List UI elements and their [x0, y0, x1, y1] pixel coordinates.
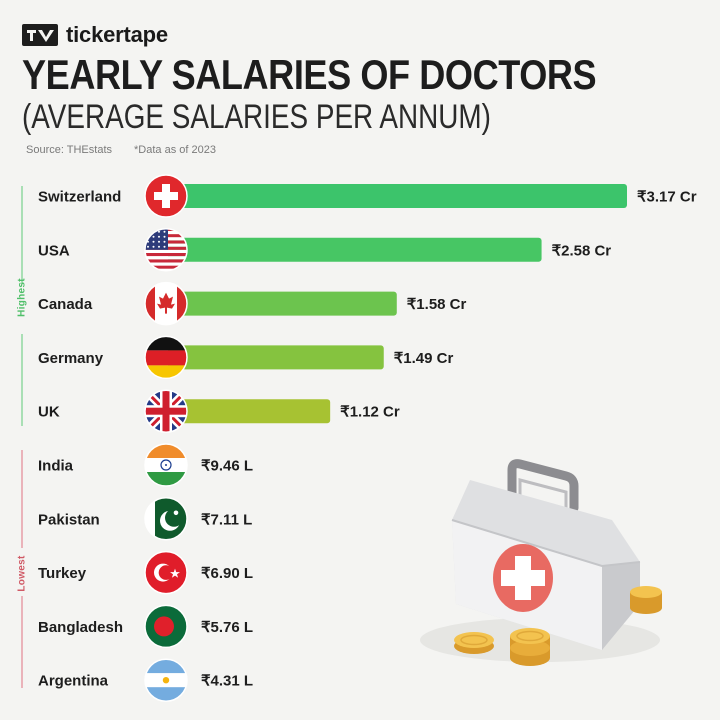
brand-name: tickertape [66, 22, 168, 47]
category-label: Germany [38, 350, 104, 367]
coin-stack-icon [454, 586, 662, 666]
data-note: *Data as of 2023 [134, 144, 216, 156]
bar-uk [168, 399, 331, 424]
category-label: Pakistan [38, 511, 100, 528]
page-subtitle: (AVERAGE SALARIES PER ANNUM) [22, 98, 491, 136]
value-label: ₹2.58 Cr [552, 242, 612, 259]
canada-flag-icon [144, 281, 188, 326]
value-label: ₹1.49 Cr [394, 350, 454, 367]
india-flag-icon [144, 443, 188, 487]
tickertape-logo-icon [22, 24, 58, 46]
category-label: India [38, 458, 74, 475]
category-label: Argentina [38, 673, 109, 690]
category-label: USA [38, 242, 70, 259]
value-label: ₹9.46 L [201, 458, 253, 475]
category-label: UK [38, 404, 60, 421]
bar-usa [168, 237, 542, 262]
highest-label-gap [17, 284, 27, 334]
lowest-label-gap [17, 548, 27, 596]
switzerland-flag-icon [144, 174, 188, 218]
page-title: YEARLY SALARIES OF DOCTORS [22, 51, 597, 98]
value-label: ₹3.17 Cr [637, 189, 697, 206]
turkey-flag-icon [144, 550, 188, 595]
pakistan-flag-icon [144, 497, 188, 541]
source-text: Source: THEstats [26, 144, 112, 156]
bar-switzerland [168, 184, 627, 208]
value-label: ₹1.12 Cr [340, 404, 400, 421]
category-label: Switzerland [38, 189, 121, 206]
category-label: Turkey [38, 565, 87, 582]
source-line: Source: THEstats *Data as of 2023 [26, 144, 216, 156]
bar-canada [168, 291, 397, 316]
brand: tickertape [22, 22, 168, 48]
argentina-flag-icon [144, 658, 188, 702]
value-label: ₹4.31 L [201, 673, 253, 690]
category-label: Canada [38, 296, 93, 313]
usa-flag-icon [144, 228, 188, 272]
germany-flag-icon [144, 335, 188, 380]
value-label: ₹1.58 Cr [407, 296, 467, 313]
bars-layer: Switzerland ₹3.17 Cr USA ₹2.58 Cr Canada ₹1.5… [38, 174, 697, 702]
value-label: ₹7.11 L [201, 511, 252, 528]
value-label: ₹6.90 L [201, 565, 253, 582]
category-label: Bangladesh [38, 619, 123, 636]
bar-germany [168, 345, 384, 370]
uk-flag-icon [144, 389, 188, 433]
value-label: ₹5.76 L [201, 619, 253, 636]
bangladesh-flag-icon [144, 604, 188, 649]
